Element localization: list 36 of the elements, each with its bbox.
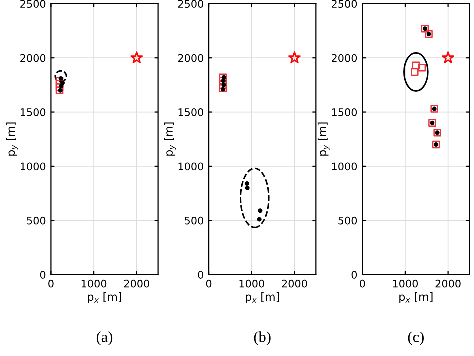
y-axis-title: p$_{y}$ [m] [164,122,176,156]
x-axis-title: p$_{x}$ [m] [246,292,280,304]
x-tick-label: 2000 [124,280,150,288]
y-axis-title: p$_{y}$ [m] [318,122,330,156]
y-tick-label: 0 [198,271,204,279]
x-tick-label: 1000 [393,280,418,288]
y-tick-label: 1000 [332,162,358,171]
x-tick-label: 2000 [282,280,308,288]
y-tick-label: 500 [27,216,46,225]
y-tick-label: 0 [352,271,358,279]
x-tick-label: 1000 [240,280,264,288]
y-tick-label: 500 [338,216,358,225]
y-tick-label: 1500 [178,108,204,116]
y-tick-label: 1500 [332,108,358,116]
y-tick-label: 2500 [20,0,46,8]
y-tick-label: 2000 [20,54,46,62]
x-axis-title: p$_{x}$ [m] [400,292,433,304]
y-tick-label: 2500 [178,0,204,8]
x-axis-title: p$_{x}$ [m] [88,292,122,304]
x-tick-label: 0 [48,280,54,288]
x-tick-label: 2000 [436,280,461,288]
text: (c) [408,332,424,346]
text: (a) [96,332,113,346]
y-axis-title: p$_{y}$ [m] [6,122,18,156]
y-tick-label: 500 [185,216,204,225]
y-tick-label: 1000 [178,162,204,171]
x-tick-label: 0 [206,280,212,288]
text: (b) [254,332,271,346]
y-tick-label: 1000 [20,162,46,171]
x-tick-label: 0 [360,280,366,288]
y-tick-label: 2000 [178,54,204,62]
y-tick-label: 0 [40,271,46,279]
y-tick-label: 1500 [20,108,46,116]
y-tick-label: 2000 [332,54,358,62]
y-tick-label: 2500 [332,0,358,8]
x-tick-label: 1000 [82,280,107,288]
